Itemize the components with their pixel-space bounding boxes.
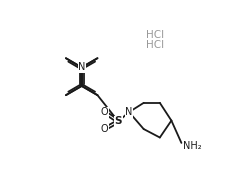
Text: HCl: HCl — [146, 30, 164, 40]
Text: S: S — [114, 116, 122, 126]
Text: N: N — [78, 62, 86, 72]
Text: O: O — [101, 107, 108, 117]
Text: NH₂: NH₂ — [183, 141, 202, 151]
Text: N: N — [125, 107, 133, 117]
Text: HCl: HCl — [146, 40, 164, 50]
Text: O: O — [101, 124, 108, 134]
